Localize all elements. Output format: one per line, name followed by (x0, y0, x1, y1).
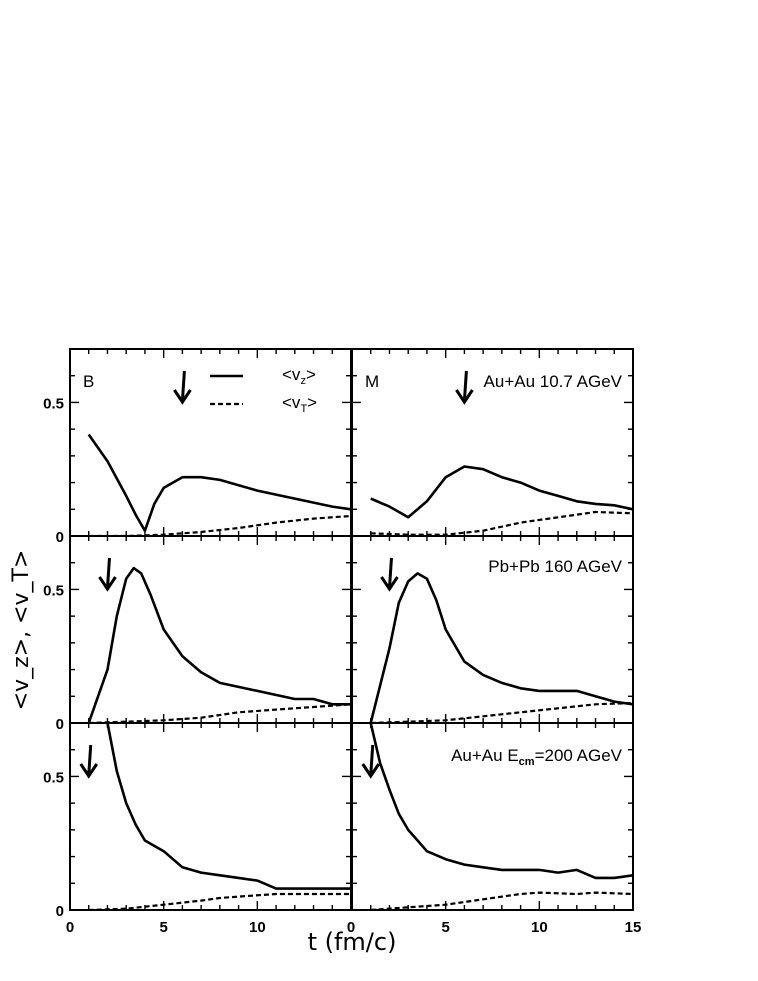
panel-0 (87, 433, 351, 536)
panel-1-series-vz (370, 465, 633, 519)
panel-5 (369, 723, 633, 910)
panels: 0 0.5 0 0.5 0 0.5 (43, 348, 634, 920)
panel-4 (88, 723, 351, 910)
panel-0-arrow-shaft (180, 370, 186, 402)
panel-4-arrow-shaft (87, 744, 93, 776)
x-tick-label: 15 (625, 919, 642, 936)
panel-1-series-vt (370, 510, 633, 536)
panel-5-frame (351, 722, 634, 911)
legend: <vz> <vT> (210, 365, 317, 415)
panel-title-pb-pb-160: Pb+Pb 160 AGeV (488, 557, 622, 576)
x-tick-label: 10 (249, 919, 266, 936)
legend-vt-label: <vT> (282, 393, 317, 415)
panel-2-frame (69, 535, 352, 724)
panel-4-series-vt (88, 892, 351, 910)
panel-label-m: M (365, 372, 379, 391)
panel-5-arrow-head (361, 763, 380, 779)
panel-4-arrow-head (79, 763, 98, 779)
x-tick-label: 0 (347, 919, 355, 936)
panel-3-series-vz (369, 572, 633, 723)
x-tick-label: 5 (159, 919, 167, 936)
x-tick-label: 5 (441, 919, 449, 936)
panel-4-series-vz (106, 723, 351, 890)
x-tick-label: 0 (66, 919, 74, 936)
panel-0-ytick-label: 0.5 (43, 395, 64, 412)
panel-1-arrow-head (455, 389, 474, 405)
panel-3-arrow-head (380, 576, 399, 592)
legend-vz-label: <vz> (282, 365, 316, 387)
panel-5-series-vz (369, 723, 633, 880)
x-axis-label: t (fm/c) (308, 928, 397, 956)
panel-0-series-vz (87, 433, 351, 532)
panel-2 (87, 566, 351, 723)
panel-title-au-au-200: Au+Au Ecm=200 AGeV (451, 746, 623, 768)
panel-1 (370, 465, 633, 536)
y-axis-label: <v_z>, <v_T> (9, 550, 34, 711)
panel-3-arrow-shaft (387, 557, 393, 589)
panel-title-au-au-10-7: Au+Au 10.7 AGeV (484, 372, 623, 391)
panel-4-ytick-label: 0.5 (43, 769, 64, 786)
panel-2-ytick-label: 0 (56, 716, 64, 733)
panel-2-ytick-label: 0.5 (43, 582, 64, 599)
panel-2-arrow-shaft (105, 557, 111, 589)
panel-1-arrow-shaft (462, 370, 468, 402)
panel-0-arrow-head (173, 389, 192, 405)
panel-2-series-vz (87, 566, 351, 723)
panel-5-series-vt (370, 891, 633, 910)
panel-0-ytick-label: 0 (56, 529, 64, 546)
panel-label-b: B (83, 372, 94, 391)
x-tick-labels: 0 5 10 0 5 10 15 (66, 919, 642, 936)
x-tick-label: 10 (531, 919, 548, 936)
panel-2-series-vt (88, 703, 351, 723)
panel-3 (369, 572, 633, 723)
panel-4-ytick-label: 0 (56, 903, 64, 920)
panel-5-arrow-shaft (369, 744, 375, 776)
panel-3-series-vt (370, 701, 633, 723)
panel-2-arrow-head (98, 576, 117, 592)
